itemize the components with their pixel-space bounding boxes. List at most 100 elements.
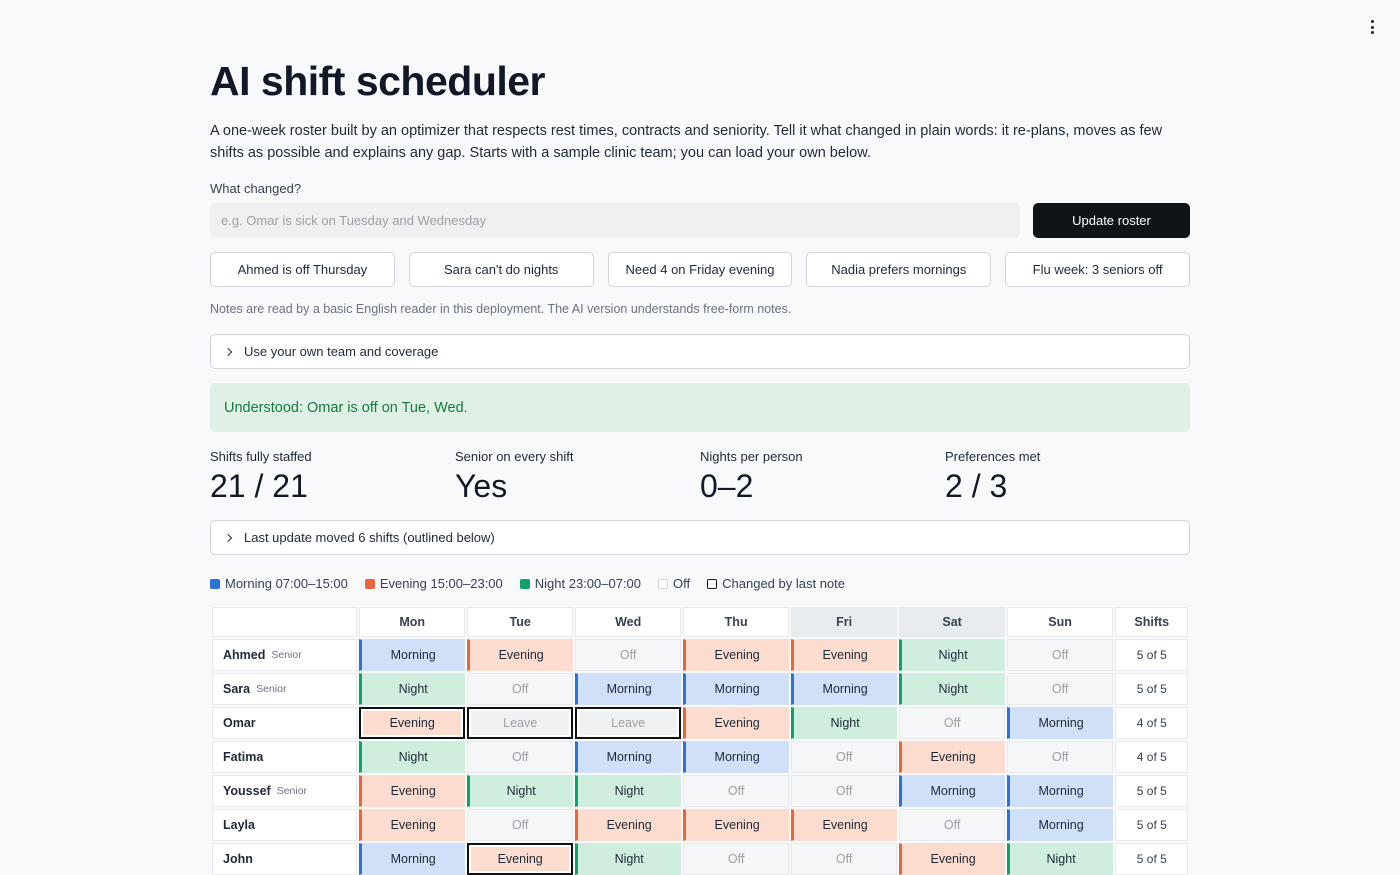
table-header-day: Sat xyxy=(899,607,1005,637)
shift-cell[interactable]: Off xyxy=(575,639,681,671)
shift-cell[interactable]: Evening xyxy=(359,809,465,841)
shift-cell[interactable]: Night xyxy=(1007,843,1113,875)
team-coverage-expander[interactable]: Use your own team and coverage xyxy=(210,334,1190,369)
shift-count: 5 of 5 xyxy=(1115,809,1189,841)
shift-cell[interactable]: Morning xyxy=(1007,775,1113,807)
example-chip[interactable]: Need 4 on Friday evening xyxy=(607,252,793,287)
shift-cell[interactable]: Morning xyxy=(791,673,897,705)
shift-cell[interactable]: Morning xyxy=(899,775,1005,807)
example-chip[interactable]: Nadia prefers mornings xyxy=(806,252,992,287)
shift-cell[interactable]: Evening xyxy=(683,809,789,841)
example-chip[interactable]: Sara can't do nights xyxy=(408,252,594,287)
shift-cell[interactable]: Morning xyxy=(1007,809,1113,841)
success-message: Understood: Omar is off on Tue, Wed. xyxy=(210,383,1190,432)
shift-cell[interactable]: Off xyxy=(1007,741,1113,773)
shift-cell[interactable]: Evening xyxy=(467,639,573,671)
shift-cell[interactable]: Off xyxy=(791,775,897,807)
shift-cell[interactable]: Morning xyxy=(683,741,789,773)
shift-cell[interactable]: Off xyxy=(791,843,897,875)
shift-cell[interactable]: Evening xyxy=(359,707,465,739)
shift-cell[interactable]: Night xyxy=(575,843,681,875)
metric-label: Senior on every shift xyxy=(455,449,574,464)
page-description: A one-week roster built by an optimizer … xyxy=(210,123,1163,161)
table-header-day: Wed xyxy=(575,607,681,637)
shift-cell[interactable]: Morning xyxy=(359,639,465,671)
table-header-corner xyxy=(212,607,357,637)
shift-cell[interactable]: Evening xyxy=(575,809,681,841)
shift-cell[interactable]: Off xyxy=(791,741,897,773)
shift-cell[interactable]: Evening xyxy=(899,741,1005,773)
shift-cell[interactable]: Off xyxy=(683,775,789,807)
shift-cell[interactable]: Leave xyxy=(575,707,681,739)
shift-cell[interactable]: Night xyxy=(359,673,465,705)
shift-cell[interactable]: Night xyxy=(899,639,1005,671)
shift-cell[interactable]: Night xyxy=(899,673,1005,705)
shift-cell[interactable]: Evening xyxy=(791,639,897,671)
shift-count: 5 of 5 xyxy=(1115,843,1189,875)
table-header-day: Sun xyxy=(1007,607,1113,637)
metric-nights: Nights per person 0–2 xyxy=(700,449,945,505)
shift-cell[interactable]: Night xyxy=(359,741,465,773)
shift-cell[interactable]: Morning xyxy=(575,741,681,773)
legend-label: Evening 15:00–23:00 xyxy=(379,576,503,591)
shift-cell[interactable]: Morning xyxy=(575,673,681,705)
shift-cell[interactable]: Night xyxy=(467,775,573,807)
legend-evening: Evening 15:00–23:00 xyxy=(364,576,503,591)
expander-label: Last update moved 6 shifts (outlined bel… xyxy=(244,530,495,545)
shift-cell[interactable]: Off xyxy=(899,707,1005,739)
row-person-name: Fatima xyxy=(212,741,357,773)
person-name: Sara xyxy=(223,682,251,696)
table-header-day: Thu xyxy=(683,607,789,637)
shift-cell[interactable]: Off xyxy=(683,843,789,875)
legend-label: Morning 07:00–15:00 xyxy=(225,576,348,591)
expander-label: Use your own team and coverage xyxy=(244,344,439,359)
metric-value: 2 / 3 xyxy=(945,468,1008,504)
shift-cell[interactable]: Off xyxy=(1007,673,1113,705)
roster-table: Mon Tue Wed Thu Fri Sat Sun Shifts Ahmed Senior Mo… xyxy=(212,607,1189,875)
off-swatch-icon xyxy=(658,578,669,589)
reader-note: Notes are read by a basic English reader… xyxy=(210,302,792,316)
shift-cell[interactable]: Morning xyxy=(1007,707,1113,739)
shift-cell[interactable]: Morning xyxy=(359,843,465,875)
changes-expander[interactable]: Last update moved 6 shifts (outlined bel… xyxy=(210,520,1190,555)
shift-count: 4 of 5 xyxy=(1115,741,1189,773)
shift-cell[interactable]: Night xyxy=(791,707,897,739)
shift-count: 5 of 5 xyxy=(1115,775,1189,807)
shift-cell[interactable]: Off xyxy=(467,809,573,841)
more-options-icon[interactable] xyxy=(1364,18,1380,36)
shift-cell[interactable]: Evening xyxy=(791,809,897,841)
metric-value: 21 / 21 xyxy=(210,468,308,504)
evening-swatch-icon xyxy=(364,578,375,589)
morning-swatch-icon xyxy=(210,578,220,589)
person-name: Ahmed xyxy=(223,648,266,662)
shift-cell[interactable]: Off xyxy=(899,809,1005,841)
shift-cell[interactable]: Off xyxy=(467,673,573,705)
chevron-right-icon xyxy=(223,347,233,356)
shift-cell[interactable]: Evening xyxy=(683,639,789,671)
person-name: Omar xyxy=(223,716,256,730)
shift-cell[interactable]: Off xyxy=(1007,639,1113,671)
row-person-name: John xyxy=(212,843,357,875)
change-input[interactable] xyxy=(210,203,1020,238)
shift-legend: Morning 07:00–15:00 Evening 15:00–23:00 … xyxy=(210,576,845,591)
legend-morning: Morning 07:00–15:00 xyxy=(210,576,348,591)
seniority-tag: Senior xyxy=(271,649,302,661)
shift-cell[interactable]: Evening xyxy=(359,775,465,807)
shift-cell[interactable]: Evening xyxy=(899,843,1005,875)
shift-cell[interactable]: Evening xyxy=(467,843,573,875)
seniority-tag: Senior xyxy=(256,683,287,695)
changed-swatch-icon xyxy=(707,578,718,589)
metric-value: Yes xyxy=(455,468,508,504)
example-chip[interactable]: Ahmed is off Thursday xyxy=(210,252,395,287)
shift-cell[interactable]: Leave xyxy=(467,707,573,739)
shift-cell[interactable]: Night xyxy=(575,775,681,807)
shift-cell[interactable]: Evening xyxy=(683,707,789,739)
example-chip[interactable]: Flu week: 3 seniors off xyxy=(1005,252,1190,287)
table-header-day: Fri xyxy=(791,607,897,637)
shift-cell[interactable]: Off xyxy=(467,741,573,773)
update-roster-button[interactable]: Update roster xyxy=(1033,203,1190,238)
metric-senior: Senior on every shift Yes xyxy=(455,449,700,505)
shift-cell[interactable]: Morning xyxy=(683,673,789,705)
shift-count: 5 of 5 xyxy=(1115,639,1189,671)
seniority-tag: Senior xyxy=(276,785,308,797)
